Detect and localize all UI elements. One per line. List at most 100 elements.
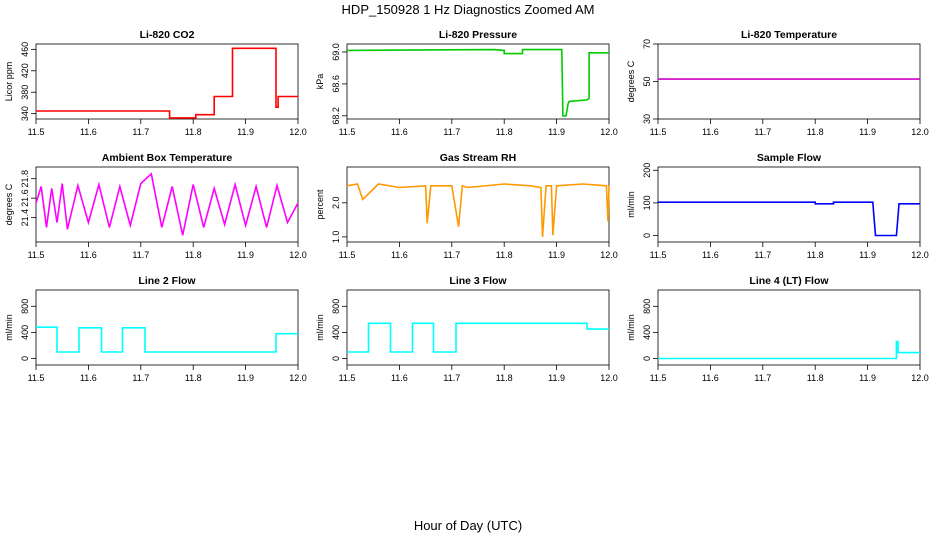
x-tick-label: 11.8 — [807, 127, 824, 137]
y-tick-label: 21.4 — [20, 209, 30, 227]
x-tick-label: 11.7 — [443, 373, 460, 383]
panel-5: Gas Stream RH 11.5 11.6 11.7 11.8 11.9 12.0 1.0… — [315, 152, 618, 260]
x-tick-label: 12.0 — [289, 250, 307, 260]
x-tick-label: 12.0 — [600, 373, 618, 383]
x-tick-label: 11.8 — [807, 250, 824, 260]
x-tick-label: 12.0 — [600, 127, 618, 137]
y-tick-label: 400 — [642, 325, 652, 340]
y-axis-label: ml/min — [315, 314, 325, 341]
x-tick-label: 11.5 — [650, 127, 667, 137]
y-tick-label: 800 — [331, 299, 341, 314]
x-tick-label: 11.7 — [443, 127, 460, 137]
plot-frame — [35, 43, 299, 120]
y-axis-label: Licor ppm — [4, 62, 14, 102]
series-line — [36, 47, 298, 119]
x-tick-label: 12.0 — [289, 127, 307, 137]
y-tick-label: 0 — [331, 356, 341, 361]
plot-frame — [657, 166, 921, 243]
x-tick-label: 11.8 — [807, 373, 824, 383]
y-tick-label: 30 — [642, 114, 652, 124]
y-tick-label: 100 — [642, 195, 652, 210]
plot-frame — [35, 289, 299, 366]
x-tick-label: 11.6 — [80, 250, 97, 260]
y-tick-label: 50 — [642, 76, 652, 86]
x-tick-label: 11.5 — [650, 373, 667, 383]
x-tick-label: 11.7 — [754, 127, 771, 137]
panel-title: Li-820 Temperature — [741, 29, 837, 41]
y-tick-label: 2.0 — [331, 197, 341, 210]
x-tick-label: 11.9 — [548, 250, 565, 260]
panel-title: Ambient Box Temperature — [102, 152, 233, 164]
x-tick-label: 11.5 — [339, 373, 356, 383]
x-tick-label: 11.6 — [702, 127, 719, 137]
x-tick-label: 11.7 — [132, 127, 149, 137]
y-tick-label: 0 — [642, 233, 652, 238]
x-tick-label: 11.5 — [28, 127, 45, 137]
y-tick-label: 21.6 — [20, 189, 30, 207]
x-tick-label: 12.0 — [911, 127, 929, 137]
x-tick-label: 11.8 — [185, 127, 202, 137]
panel-4: Ambient Box Temperature 11.5 11.6 11.7 11.8 1… — [4, 152, 307, 260]
y-axis-label: degrees C — [626, 60, 636, 102]
x-tick-label: 11.9 — [237, 373, 254, 383]
y-tick-label: 70 — [642, 39, 652, 49]
x-tick-label: 11.6 — [702, 373, 719, 383]
x-tick-label: 11.9 — [237, 250, 254, 260]
figure-title: HDP_150928 1 Hz Diagnostics Zoomed AM — [341, 2, 595, 17]
x-tick-label: 11.6 — [391, 127, 408, 137]
y-tick-label: 380 — [20, 85, 30, 100]
x-tick-label: 11.7 — [132, 373, 149, 383]
y-tick-label: 800 — [20, 299, 30, 314]
x-tick-label: 11.8 — [496, 373, 513, 383]
series-line — [658, 201, 920, 237]
y-tick-label: 400 — [331, 325, 341, 340]
x-tick-label: 12.0 — [600, 250, 618, 260]
y-tick-label: 200 — [642, 163, 652, 178]
y-tick-label: 21.8 — [20, 170, 30, 188]
panel-title: Gas Stream RH — [440, 152, 516, 164]
plot-frame — [657, 289, 921, 366]
x-tick-label: 11.5 — [28, 373, 45, 383]
x-tick-label: 11.5 — [339, 250, 356, 260]
x-tick-label: 11.7 — [754, 373, 771, 383]
x-tick-label: 11.6 — [391, 373, 408, 383]
x-tick-label: 12.0 — [911, 250, 929, 260]
y-tick-label: 460 — [20, 42, 30, 57]
x-tick-label: 11.9 — [237, 127, 254, 137]
y-tick-label: 800 — [642, 299, 652, 314]
y-tick-label: 420 — [20, 63, 30, 78]
y-axis-label: degrees C — [4, 183, 14, 225]
y-tick-label: 340 — [20, 106, 30, 121]
y-axis-label: percent — [315, 189, 325, 220]
series-line — [35, 172, 299, 236]
series-line — [658, 340, 920, 360]
panel-6: Sample Flow 11.5 11.6 11.7 11.8 11.9 12.0 0 100 2… — [626, 152, 929, 260]
panel-title: Line 3 Flow — [449, 275, 507, 287]
x-tick-label: 11.8 — [185, 373, 202, 383]
y-tick-label: 69.0 — [331, 43, 341, 61]
y-tick-label: 0 — [642, 356, 652, 361]
panel-2: Li-820 Pressure 11.5 11.6 11.7 11.8 11.9 12.0 6… — [315, 29, 618, 137]
x-tick-label: 11.9 — [859, 127, 876, 137]
x-tick-label: 11.5 — [650, 250, 667, 260]
y-axis-label: ml/min — [626, 314, 636, 341]
y-tick-label: 68.2 — [331, 107, 341, 125]
panel-7: Line 2 Flow 11.5 11.6 11.7 11.8 11.9 12.0 0 400 8… — [4, 275, 307, 383]
panel-title: Li-820 CO2 — [140, 29, 195, 41]
panel-title: Line 2 Flow — [138, 275, 196, 287]
x-tick-label: 11.7 — [132, 250, 149, 260]
x-tick-label: 11.6 — [702, 250, 719, 260]
plot-frame — [346, 166, 610, 243]
x-tick-label: 11.9 — [859, 250, 876, 260]
plot-frame — [346, 43, 610, 120]
panel-1: Li-820 CO2 11.5 11.6 11.7 11.8 11.9 12.0 340 380… — [4, 29, 307, 137]
x-tick-label: 11.6 — [80, 127, 97, 137]
series-line — [346, 183, 610, 237]
x-tick-label: 11.6 — [80, 373, 97, 383]
x-tick-label: 11.8 — [496, 250, 513, 260]
x-tick-label: 12.0 — [289, 373, 307, 383]
y-axis-label: kPa — [315, 74, 325, 90]
panel-title: Li-820 Pressure — [439, 29, 517, 41]
plot-frame — [657, 43, 921, 120]
